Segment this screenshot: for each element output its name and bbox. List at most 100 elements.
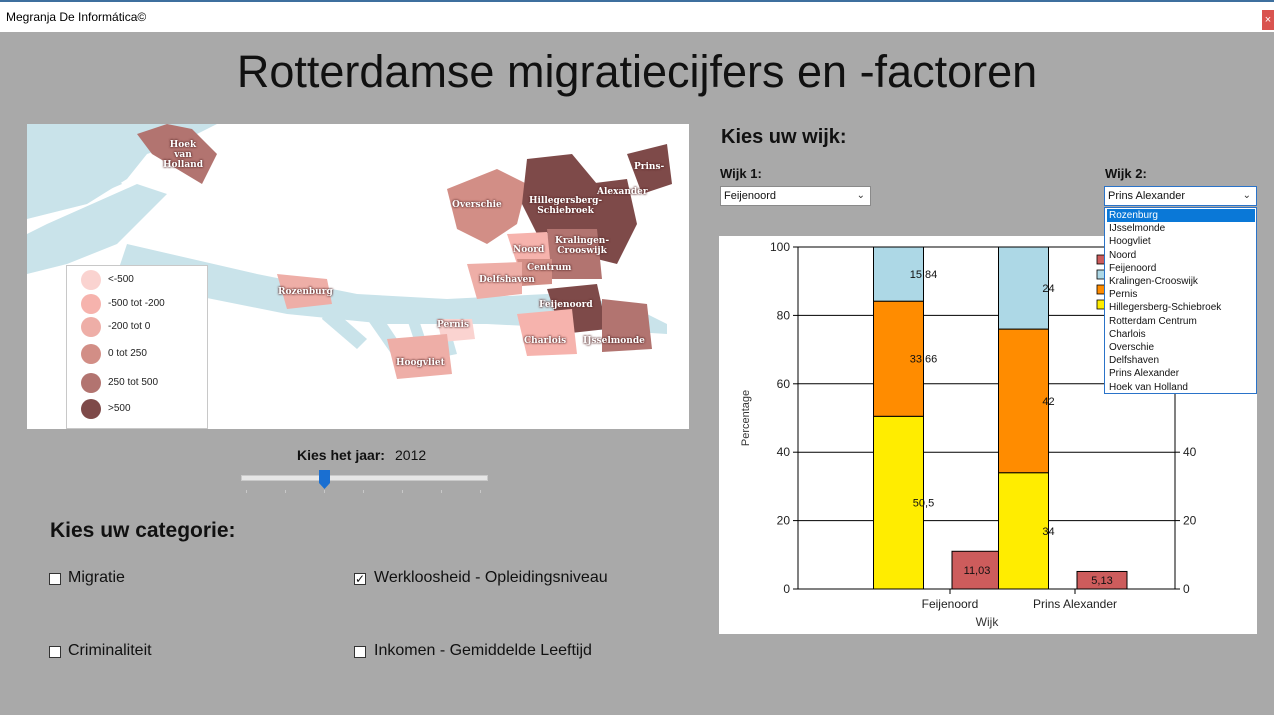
district-centrum bbox=[517, 259, 552, 286]
slider-tick bbox=[402, 490, 403, 493]
label-feijenoord: Feijenoord bbox=[539, 300, 593, 310]
wijk2-value: Prins Alexander bbox=[1108, 190, 1186, 202]
wijk2-label: Wijk 2: bbox=[1105, 166, 1147, 181]
district-charlois bbox=[517, 309, 577, 356]
dropdown-option[interactable]: IJsselmonde bbox=[1109, 223, 1166, 235]
legend-label: -200 tot 0 bbox=[108, 321, 151, 332]
dropdown-option[interactable]: Pernis bbox=[1109, 289, 1138, 301]
inkomen-label[interactable]: Inkomen - Gemiddelde Leeftijd bbox=[374, 642, 592, 659]
label-alexander: Alexander bbox=[597, 187, 648, 197]
dropdown-option[interactable]: Feijenoord bbox=[1109, 262, 1157, 274]
dropdown-option[interactable]: Prins Alexander bbox=[1109, 368, 1180, 380]
legend-swatch bbox=[81, 373, 101, 393]
dropdown-option[interactable]: Delfshaven bbox=[1109, 355, 1160, 367]
label-hillegersberg: Hillegersberg- Schiebroek bbox=[529, 196, 603, 216]
district-map: Hoek van Holland Overschie Hillegersberg… bbox=[27, 124, 689, 429]
stacked-bar-segment bbox=[998, 472, 1049, 590]
data-label: 50,5 bbox=[913, 498, 934, 510]
year-slider-thumb[interactable] bbox=[319, 470, 330, 489]
legend-label: 0 tot 250 bbox=[108, 348, 147, 359]
district-alexander bbox=[587, 179, 637, 264]
criminaliteit-label[interactable]: Criminaliteit bbox=[68, 642, 152, 659]
year-value: 2012 bbox=[395, 447, 427, 463]
label-delfshaven: Delfshaven bbox=[479, 275, 535, 285]
label-prins: Prins- bbox=[634, 162, 665, 172]
label-pernis: Pernis bbox=[437, 320, 470, 330]
y-tick-label: 80 bbox=[777, 308, 791, 322]
wijk2-select[interactable]: Prins Alexander ⌄ bbox=[1104, 186, 1257, 206]
data-label: 34 bbox=[1042, 526, 1054, 538]
y-axis-title: Percentage bbox=[740, 390, 752, 446]
district-ijsselmonde bbox=[602, 299, 652, 352]
wijk1-value: Feijenoord bbox=[724, 190, 776, 202]
legend-label: 250 tot 500 bbox=[108, 377, 159, 388]
district-delfshaven bbox=[467, 262, 522, 299]
dropdown-option[interactable]: Noord bbox=[1109, 249, 1137, 261]
data-label: 15,84 bbox=[910, 269, 938, 281]
wijk-heading: Kies uw wijk: bbox=[721, 126, 847, 148]
label-hoek-van-holland: Hoek van Holland bbox=[163, 140, 204, 170]
dropdown-option[interactable]: Kralingen-Crooswijk bbox=[1109, 276, 1198, 287]
wijk1-select[interactable]: Feijenoord ⌄ bbox=[720, 186, 871, 206]
data-label: 33,66 bbox=[910, 354, 938, 366]
dropdown-option[interactable]: Rozenburg bbox=[1107, 209, 1255, 222]
stacked-bar-segment bbox=[873, 415, 924, 590]
y-tick-label-right: 40 bbox=[1183, 445, 1197, 459]
data-label: 11,03 bbox=[964, 565, 991, 577]
stacked-bar-segment bbox=[873, 246, 924, 302]
label-charlois: Charlois bbox=[524, 336, 567, 346]
side-bar bbox=[1076, 570, 1128, 590]
dropdown-option[interactable]: Hoek van Holland bbox=[1109, 381, 1188, 393]
district-kralingen bbox=[547, 229, 602, 279]
werkloosheid-checkbox[interactable]: ✓ bbox=[354, 572, 366, 586]
label-noord: Noord bbox=[513, 245, 545, 255]
dropdown-option[interactable]: Rotterdam Centrum bbox=[1109, 315, 1197, 327]
legend-swatch bbox=[81, 270, 101, 290]
dropdown-option[interactable]: Charlois bbox=[1109, 328, 1146, 340]
chevron-down-icon: ⌄ bbox=[1242, 190, 1251, 201]
legend-swatch bbox=[81, 294, 101, 314]
werkloosheid-label[interactable]: Werkloosheid - Opleidingsniveau bbox=[374, 569, 608, 586]
dropdown-option[interactable]: Overschie bbox=[1109, 342, 1155, 353]
map-graphic bbox=[27, 124, 672, 379]
dropdown-option[interactable]: Hoogvliet bbox=[1109, 236, 1151, 248]
district-hoek-van-holland bbox=[137, 124, 217, 184]
map-legend: <-500 -500 tot -200 -200 tot 0 0 tot 250… bbox=[66, 265, 208, 429]
chart-svg: 0 20 40 60 80 100 0 20 40 50,5 33,66 15,84 11,03 Feij… bbox=[740, 240, 1197, 629]
legend-label: <-500 bbox=[108, 274, 134, 285]
legend-swatch bbox=[81, 344, 101, 364]
stacked-bar-segment bbox=[998, 328, 1049, 474]
label-rozenburg: Rozenburg bbox=[278, 287, 333, 297]
migratie-label[interactable]: Migratie bbox=[68, 569, 125, 586]
y-tick-label-right: 0 bbox=[1183, 582, 1190, 596]
slider-tick bbox=[480, 490, 481, 493]
label-hoogvliet: Hoogvliet bbox=[396, 358, 445, 368]
dropdown-option[interactable]: Hillegersberg-Schiebroek bbox=[1109, 302, 1222, 314]
wijk2-dropdown-list[interactable]: Rozenburg IJsselmonde Hoogvliet Noord Feijen… bbox=[1104, 207, 1257, 394]
y-tick-label: 60 bbox=[777, 377, 791, 391]
inkomen-checkbox[interactable] bbox=[354, 646, 366, 658]
year-slider-track[interactable] bbox=[241, 475, 488, 481]
x-tick-label: Feijenoord bbox=[922, 597, 979, 611]
district-hillegersberg bbox=[522, 154, 597, 234]
wijk1-label: Wijk 1: bbox=[720, 166, 762, 181]
label-kralingen: Kralingen- Crooswijk bbox=[555, 236, 610, 256]
data-label: 42 bbox=[1042, 396, 1054, 408]
district-hoogvliet bbox=[387, 334, 452, 379]
y-tick-label: 40 bbox=[777, 445, 791, 459]
district-noord bbox=[507, 232, 552, 264]
slider-tick bbox=[441, 490, 442, 493]
legend-label: >500 bbox=[108, 403, 131, 414]
legend-swatch bbox=[81, 399, 101, 419]
label-ijsselmonde: IJsselmonde bbox=[583, 336, 645, 346]
y-tick-label: 20 bbox=[777, 514, 791, 528]
criminaliteit-checkbox[interactable] bbox=[49, 646, 61, 658]
y-tick-label-right: 20 bbox=[1183, 514, 1197, 528]
x-axis-title: Wijk bbox=[976, 615, 1000, 629]
close-button[interactable]: × bbox=[1262, 10, 1274, 30]
page-title: Rotterdamse migratiecijfers en -factoren bbox=[236, 46, 1038, 97]
label-centrum: Centrum bbox=[527, 263, 572, 273]
label-overschie: Overschie bbox=[452, 200, 502, 210]
migratie-checkbox[interactable] bbox=[49, 573, 61, 585]
data-label: 5,13 bbox=[1091, 575, 1112, 587]
